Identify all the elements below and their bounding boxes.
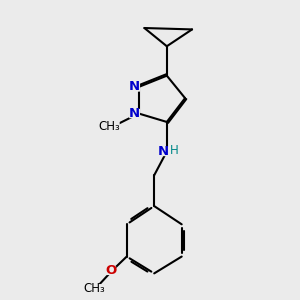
Text: N: N	[158, 145, 169, 158]
Text: CH₃: CH₃	[83, 282, 105, 295]
Text: N: N	[129, 107, 140, 120]
FancyBboxPatch shape	[129, 109, 140, 118]
FancyBboxPatch shape	[83, 284, 104, 294]
Text: CH₃: CH₃	[98, 120, 120, 133]
Text: O: O	[105, 264, 116, 277]
FancyBboxPatch shape	[159, 147, 175, 156]
Text: H: H	[170, 144, 179, 157]
FancyBboxPatch shape	[99, 122, 120, 131]
FancyBboxPatch shape	[129, 82, 140, 92]
Text: N: N	[129, 80, 140, 93]
FancyBboxPatch shape	[105, 266, 116, 275]
